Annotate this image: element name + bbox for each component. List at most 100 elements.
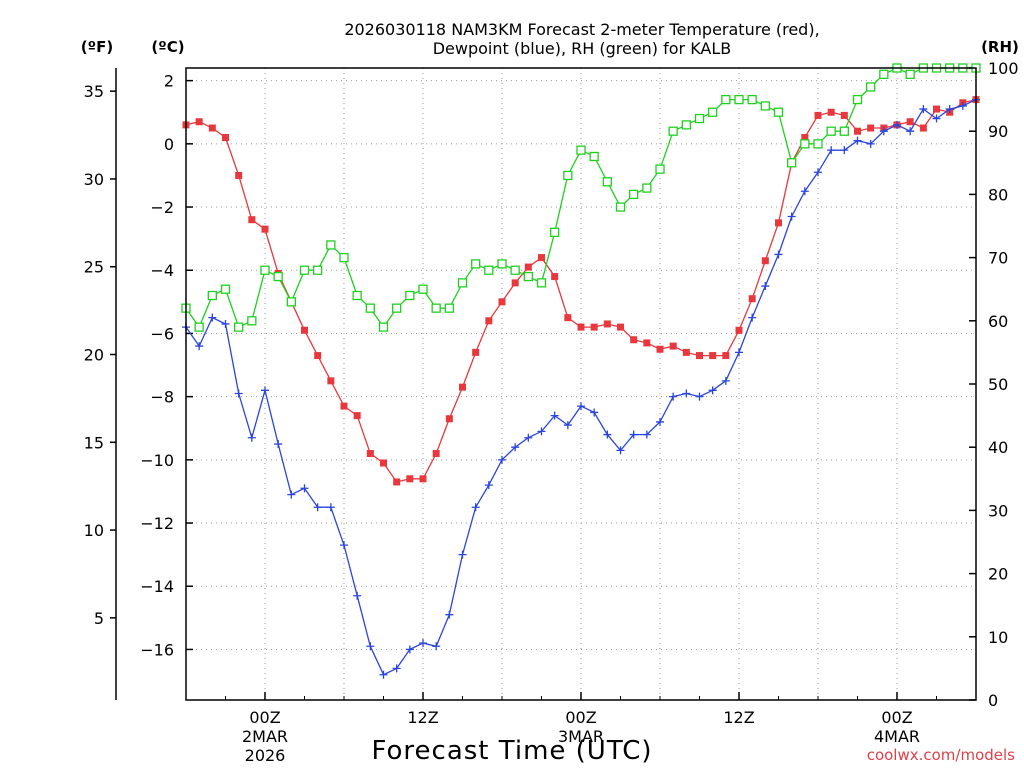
- rh-point: [273, 271, 283, 282]
- celsius-tick-label: −10: [140, 451, 174, 470]
- rh-point: [734, 94, 744, 105]
- 2-meter-temperature-point: [682, 348, 690, 356]
- x-tick-year-label: 2026: [245, 746, 286, 765]
- rh-point: [523, 271, 533, 282]
- 2-meter-temperature-point: [235, 171, 243, 179]
- celsius-tick-label: −6: [150, 324, 174, 343]
- rh-tick-label: 70: [988, 249, 1008, 268]
- celsius-tick-label: −2: [150, 198, 174, 217]
- dewpoint-point: [932, 114, 941, 123]
- x-tick-label: 12Z: [407, 708, 438, 727]
- 2-meter-temperature-point: [432, 450, 440, 458]
- dewpoint-point: [326, 503, 335, 512]
- celsius-tick-label: −14: [140, 577, 174, 596]
- rh-tick-label: 30: [988, 501, 1008, 520]
- dewpoint-point: [353, 591, 362, 600]
- celsius-tick-label: −12: [140, 514, 174, 533]
- rh-point: [852, 94, 863, 105]
- rh-point: [721, 94, 731, 105]
- rh-point: [444, 303, 454, 313]
- 2-meter-temperature-point: [827, 108, 835, 116]
- 2-meter-temperature-point: [577, 323, 585, 331]
- dewpoint-point: [392, 664, 401, 673]
- celsius-tick-label: −4: [150, 261, 174, 280]
- rh-tick-label: 90: [988, 122, 1008, 141]
- rh-point: [497, 259, 507, 269]
- rh-point: [800, 139, 810, 149]
- rh-point: [234, 322, 244, 332]
- rh-point: [576, 145, 586, 155]
- dewpoint-point: [511, 443, 520, 452]
- 2-meter-temperature-point: [327, 377, 335, 385]
- 2-meter-temperature-point: [380, 459, 387, 467]
- dewpoint-point: [432, 642, 441, 651]
- 2-meter-temperature-line: [185, 98, 977, 483]
- rh-tick-label: 100: [988, 59, 1019, 78]
- fahrenheit-tick-label: 25: [84, 258, 104, 277]
- grid-lines: [186, 68, 976, 700]
- dewpoint-point: [682, 389, 691, 398]
- rh-point: [405, 290, 415, 301]
- rh-point: [681, 120, 691, 130]
- rh-point: [747, 94, 757, 105]
- celsius-tick-label: −8: [150, 388, 174, 407]
- 2-meter-temperature-point: [459, 383, 466, 391]
- dewpoint-point: [419, 639, 427, 648]
- dewpoint-point: [247, 433, 256, 442]
- chart-title-line2: Dewpoint (blue), RH (green) for KALB: [433, 39, 732, 58]
- rh-point: [629, 189, 639, 200]
- dewpoint-point: [563, 421, 572, 430]
- celsius-tick-label: 2: [164, 72, 174, 91]
- 2-meter-temperature-point: [445, 415, 453, 423]
- dewpoint-point: [748, 313, 757, 322]
- 2-meter-temperature-point: [406, 475, 414, 483]
- rh-point: [866, 82, 876, 92]
- 2-meter-temperature-point: [709, 352, 717, 360]
- fahrenheit-tick-label: 10: [84, 521, 104, 540]
- dewpoint-point: [405, 645, 414, 654]
- rh-point: [392, 303, 402, 313]
- rh-point: [773, 107, 784, 117]
- 2-meter-temperature-point: [314, 352, 322, 360]
- rh-point: [510, 265, 520, 275]
- dewpoint-point: [458, 550, 467, 559]
- rh-tick-label: 10: [988, 628, 1008, 647]
- rh-point: [760, 101, 770, 111]
- rh-point: [642, 183, 652, 193]
- dewpoint-point: [906, 127, 915, 136]
- dewpoint-series: [182, 95, 980, 679]
- fahrenheit-tick-label: 35: [84, 82, 104, 101]
- 2-meter-temperature-point: [261, 225, 269, 233]
- rh-point: [813, 139, 823, 149]
- plot-frame: [185, 67, 977, 701]
- 2-meter-temperature-point: [814, 111, 822, 119]
- rh-point: [247, 316, 257, 326]
- 2-meter-temperature-point: [603, 320, 611, 328]
- rh-point: [431, 303, 441, 313]
- 2-meter-temperature-point: [366, 450, 374, 458]
- dewpoint-point: [274, 440, 283, 449]
- dewpoint-point: [366, 642, 375, 651]
- rh-point: [326, 240, 336, 250]
- dewpoint-point: [800, 187, 809, 196]
- fahrenheit-tick-label: 5: [94, 609, 104, 628]
- rh-tick-label: 40: [988, 438, 1008, 457]
- 2-meter-temperature-point: [854, 127, 861, 135]
- celsius-tick-label: 0: [164, 135, 174, 154]
- 2-meter-temperature-point: [775, 219, 782, 227]
- 2-meter-temperature-point: [867, 124, 875, 132]
- 2-meter-temperature-point: [485, 317, 493, 325]
- fahrenheit-tick-label: 30: [84, 170, 104, 189]
- rh-point: [655, 164, 665, 174]
- dewpoint-point: [642, 430, 651, 439]
- dewpoint-point: [958, 101, 967, 110]
- dewpoint-point: [208, 313, 217, 322]
- 2-meter-temperature-point: [617, 323, 624, 331]
- 2-meter-temperature-point: [906, 118, 914, 126]
- 2-meter-temperature-point: [735, 326, 743, 334]
- dewpoint-point: [827, 146, 836, 155]
- x-tick-label: 00Z: [565, 708, 596, 727]
- rh-tick-label: 0: [988, 691, 998, 710]
- dewpoint-point: [537, 427, 546, 436]
